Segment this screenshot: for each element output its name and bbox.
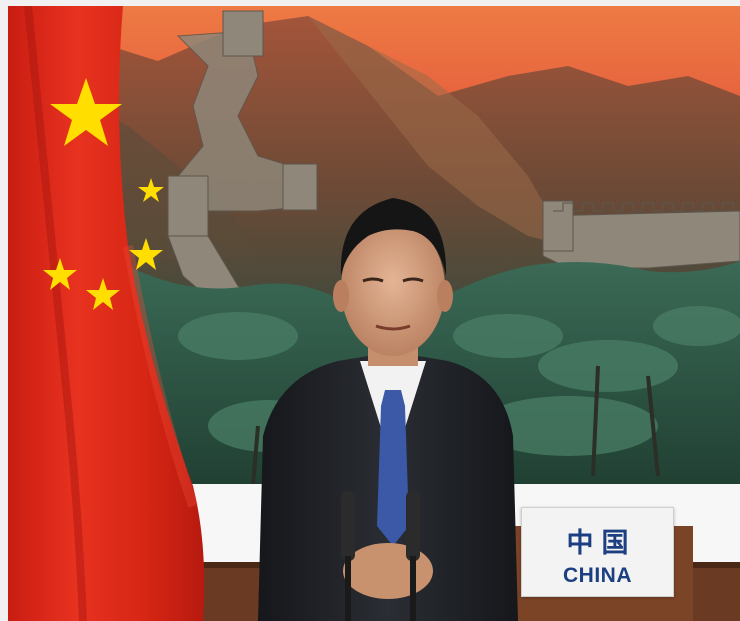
mountain-ridge-light bbox=[308, 16, 568, 246]
country-nameplate: 中国 CHINA bbox=[521, 507, 674, 597]
speaker bbox=[258, 198, 518, 621]
nameplate-chinese-text: 中国 bbox=[566, 528, 637, 559]
nameplate-english-text: CHINA bbox=[563, 564, 632, 587]
tie bbox=[377, 390, 409, 546]
tree-trunks bbox=[251, 365, 660, 487]
face bbox=[341, 220, 445, 356]
flag-of-china bbox=[8, 6, 205, 621]
microphones bbox=[341, 491, 420, 621]
hair bbox=[340, 198, 447, 276]
flag-large-star bbox=[50, 78, 122, 146]
